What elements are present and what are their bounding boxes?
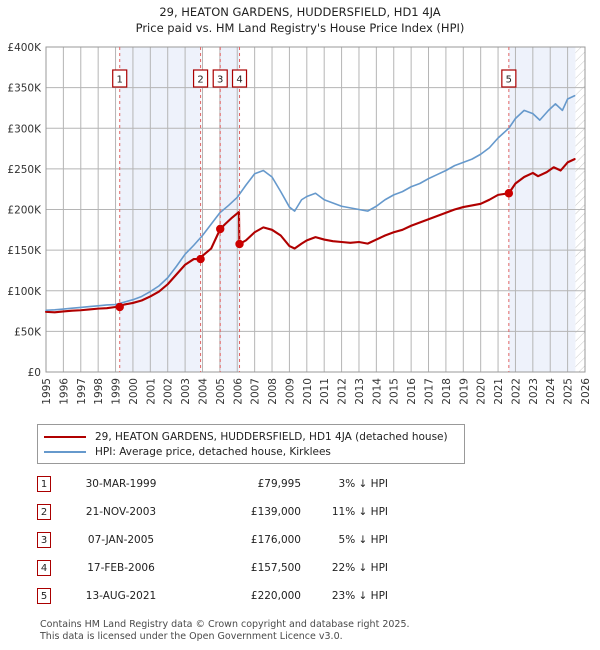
txn-date: 13-AUG-2021	[85, 590, 157, 602]
svg-text:2020: 2020	[476, 378, 488, 405]
footer-line-copyright: Contains HM Land Registry data © Crown c…	[40, 619, 410, 630]
svg-text:2004: 2004	[197, 378, 209, 405]
svg-text:2000: 2000	[128, 378, 140, 405]
footer-attribution: Contains HM Land Registry data © Crown c…	[40, 619, 560, 643]
svg-text:1: 1	[117, 75, 123, 86]
svg-text:2011: 2011	[319, 378, 331, 405]
txn-badge: 5	[37, 588, 51, 604]
svg-text:2013: 2013	[354, 378, 366, 405]
svg-text:4: 4	[236, 75, 242, 86]
txn-badge: 3	[37, 532, 51, 548]
txn-badge: 1	[37, 476, 51, 492]
txn-date: 30-MAR-1999	[85, 478, 157, 490]
svg-text:2012: 2012	[337, 378, 349, 405]
svg-text:£50K: £50K	[14, 326, 42, 338]
svg-text:2007: 2007	[250, 378, 262, 405]
txn-price: £220,000	[250, 590, 301, 602]
txn-hpi-delta: 5% ↓ HPI	[338, 534, 388, 546]
chart-area: £0 £50K £100K £150K £200K £250K £300K £350K £400…	[7, 42, 592, 405]
legend-item-property: 29, HEATON GARDENS, HUDDERSFIELD, HD1 4J…	[38, 429, 464, 444]
svg-text:2009: 2009	[284, 378, 296, 405]
svg-text:2: 2	[197, 75, 203, 86]
svg-text:2010: 2010	[302, 378, 314, 405]
svg-text:2015: 2015	[389, 378, 401, 405]
table-row: 2 21-NOV-2003 £139,000 11% ↓ HPI	[37, 498, 467, 526]
svg-text:£350K: £350K	[7, 83, 42, 95]
svg-text:2006: 2006	[232, 378, 244, 405]
legend-swatch-hpi	[44, 450, 86, 453]
svg-text:2002: 2002	[163, 378, 175, 405]
txn-date: 21-NOV-2003	[85, 506, 157, 518]
svg-text:2014: 2014	[371, 378, 383, 405]
txn-badge: 2	[37, 504, 51, 520]
svg-text:2005: 2005	[215, 378, 227, 405]
svg-text:2022: 2022	[510, 378, 522, 405]
txn-hpi-delta: 3% ↓ HPI	[338, 478, 388, 490]
svg-text:2023: 2023	[528, 378, 540, 405]
svg-text:3: 3	[217, 75, 223, 86]
svg-text:£300K: £300K	[7, 123, 42, 135]
svg-text:£150K: £150K	[7, 245, 42, 257]
table-row: 5 13-AUG-2021 £220,000 23% ↓ HPI	[37, 582, 467, 610]
transactions-table: 1 30-MAR-1999 £79,995 3% ↓ HPI 2 21-NOV-…	[37, 470, 467, 610]
svg-text:1996: 1996	[58, 378, 70, 405]
svg-text:5: 5	[506, 75, 512, 86]
svg-text:2021: 2021	[493, 378, 505, 405]
table-row: 4 17-FEB-2006 £157,500 22% ↓ HPI	[37, 554, 467, 582]
svg-text:2001: 2001	[145, 378, 157, 405]
txn-date: 07-JAN-2005	[87, 534, 155, 546]
txn-price: £139,000	[250, 506, 301, 518]
svg-text:2003: 2003	[180, 378, 192, 405]
svg-text:1997: 1997	[76, 378, 88, 405]
svg-text:£400K: £400K	[7, 42, 42, 54]
svg-text:2018: 2018	[441, 378, 453, 405]
txn-hpi-delta: 22% ↓ HPI	[331, 562, 388, 574]
svg-text:£200K: £200K	[7, 205, 42, 217]
svg-text:2019: 2019	[458, 378, 470, 405]
svg-text:£100K: £100K	[7, 286, 42, 298]
page-title: 29, HEATON GARDENS, HUDDERSFIELD, HD1 4J…	[0, 4, 600, 36]
table-row: 1 30-MAR-1999 £79,995 3% ↓ HPI	[37, 470, 467, 498]
footer-line-licence: This data is licensed under the Open Gov…	[40, 631, 343, 642]
legend-label-hpi: HPI: Average price, detached house, Kirk…	[95, 445, 331, 458]
txn-price: £176,000	[250, 534, 301, 546]
txn-price: £79,995	[257, 478, 301, 490]
svg-text:2008: 2008	[267, 378, 279, 405]
svg-text:2026: 2026	[580, 378, 592, 405]
txn-date: 17-FEB-2006	[87, 562, 155, 574]
legend-swatch-property	[44, 435, 86, 438]
chart-subtitle: Price paid vs. HM Land Registry's House …	[135, 21, 465, 35]
legend-label-property: 29, HEATON GARDENS, HUDDERSFIELD, HD1 4J…	[95, 430, 448, 443]
svg-text:1995: 1995	[41, 378, 53, 405]
txn-badge: 4	[37, 560, 51, 576]
txn-hpi-delta: 11% ↓ HPI	[331, 506, 388, 518]
chart-title: 29, HEATON GARDENS, HUDDERSFIELD, HD1 4J…	[159, 5, 441, 19]
txn-hpi-delta: 23% ↓ HPI	[331, 590, 388, 602]
svg-text:2017: 2017	[424, 378, 436, 405]
svg-text:2016: 2016	[406, 378, 418, 405]
svg-text:2024: 2024	[545, 378, 557, 405]
svg-text:£0: £0	[28, 367, 41, 379]
svg-text:2025: 2025	[563, 378, 575, 405]
txn-price: £157,500	[250, 562, 301, 574]
table-row: 3 07-JAN-2005 £176,000 5% ↓ HPI	[37, 526, 467, 554]
price-hpi-line-chart: £0 £50K £100K £150K £200K £250K £300K £350K £400…	[7, 42, 592, 405]
legend-item-hpi: HPI: Average price, detached house, Kirk…	[38, 444, 464, 459]
chart-legend: 29, HEATON GARDENS, HUDDERSFIELD, HD1 4J…	[37, 424, 465, 464]
svg-text:1999: 1999	[111, 378, 123, 405]
svg-text:£250K: £250K	[7, 164, 42, 176]
svg-text:1998: 1998	[93, 378, 105, 405]
